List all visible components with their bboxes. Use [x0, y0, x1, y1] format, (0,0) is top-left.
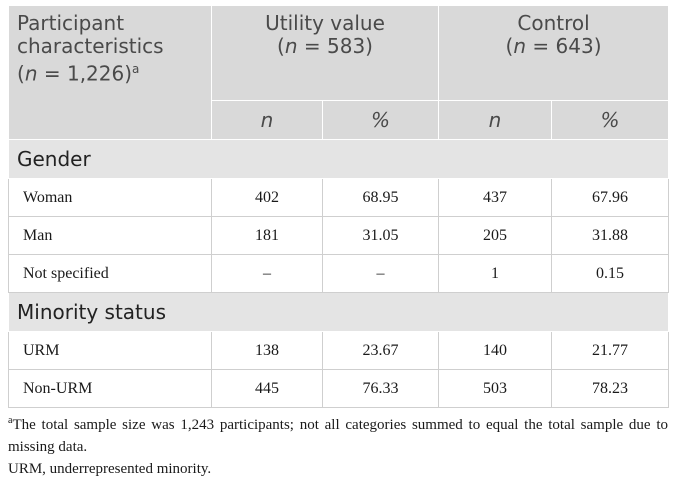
subheader-c-pct: % — [551, 100, 670, 140]
row-label: Man — [8, 216, 212, 255]
cell-c-pct: 78.23 — [551, 369, 670, 408]
participant-table: Participant characteristics (n = 1,226)a… — [7, 5, 670, 408]
abbreviation-note: URM, underrepresented minority. — [8, 461, 212, 477]
cell-uv-pct: 68.95 — [322, 178, 440, 217]
cell-c-n: 140 — [438, 331, 553, 370]
table-footnote: aThe total sample size was 1,243 partici… — [8, 414, 668, 458]
table-row: URM 138 23.67 140 21.77 — [8, 331, 670, 370]
header-group1-n-prefix: ( — [277, 34, 285, 58]
cell-c-pct: 31.88 — [551, 216, 670, 255]
header-col0-n-value: = 1,226) — [37, 61, 133, 86]
table-row: Man 181 31.05 205 31.88 — [8, 216, 670, 255]
header-group1-n-var: n — [284, 34, 298, 58]
header-group1-line1: Utility value — [265, 11, 385, 35]
header-group2-n-prefix: ( — [505, 34, 514, 58]
table-row: Not specified – – 1 0.15 — [8, 254, 670, 293]
header-control: Control (n = 643) — [438, 5, 670, 101]
cell-uv-n: – — [211, 254, 323, 293]
subheader-uv-n: n — [211, 100, 323, 140]
cell-c-pct: 0.15 — [551, 254, 670, 293]
section-title: Gender — [7, 139, 670, 179]
header-col0-sup: a — [132, 62, 140, 76]
table-row: Woman 402 68.95 437 67.96 — [8, 178, 670, 217]
footnote-text: The total sample size was 1,243 particip… — [8, 417, 668, 455]
cell-c-pct: 21.77 — [551, 331, 670, 370]
header-col0-n-var: n — [24, 61, 38, 86]
table-row: Non-URM 445 76.33 503 78.23 — [8, 369, 670, 408]
header-group2-n-var: n — [513, 34, 527, 58]
row-label: Woman — [8, 178, 212, 217]
cell-uv-n: 181 — [211, 216, 323, 255]
header-group2-n-value: = 643) — [526, 34, 602, 58]
section-row-minority-status: Minority status — [7, 292, 670, 332]
header-col0-line1: Participant — [17, 11, 125, 35]
section-title: Minority status — [7, 292, 670, 332]
header-row: Participant characteristics (n = 1,226)a… — [8, 5, 670, 140]
row-label: Not specified — [8, 254, 212, 293]
cell-c-n: 1 — [438, 254, 553, 293]
cell-uv-pct: 23.67 — [322, 331, 440, 370]
row-label: URM — [8, 331, 212, 370]
subheader-row: n % n % — [9, 100, 670, 140]
table-container: Participant characteristics (n = 1,226)a… — [7, 5, 670, 480]
row-label: Non-URM — [8, 369, 212, 408]
cell-uv-pct: 76.33 — [322, 369, 440, 408]
section-row-gender: Gender — [7, 139, 670, 179]
cell-c-pct: 67.96 — [551, 178, 670, 217]
cell-uv-pct: – — [322, 254, 440, 293]
header-participant-characteristics: Participant characteristics (n = 1,226)a — [8, 5, 212, 140]
cell-uv-n: 138 — [211, 331, 323, 370]
header-group1-n-value: = 583) — [297, 34, 373, 58]
cell-uv-n: 445 — [211, 369, 323, 408]
header-col0-n-prefix: ( — [17, 61, 25, 86]
header-utility-value: Utility value (n = 583) — [210, 5, 440, 101]
cell-c-n: 205 — [438, 216, 553, 255]
subheader-uv-pct: % — [321, 100, 440, 140]
footnote-marker: a — [8, 415, 13, 426]
subheader-c-n: n — [438, 100, 553, 140]
header-col0-line2: characteristics — [17, 34, 164, 58]
cell-c-n: 437 — [438, 178, 553, 217]
header-group2-line1: Control — [517, 11, 590, 35]
cell-uv-n: 402 — [211, 178, 323, 217]
cell-c-n: 503 — [438, 369, 553, 408]
cell-uv-pct: 31.05 — [322, 216, 440, 255]
